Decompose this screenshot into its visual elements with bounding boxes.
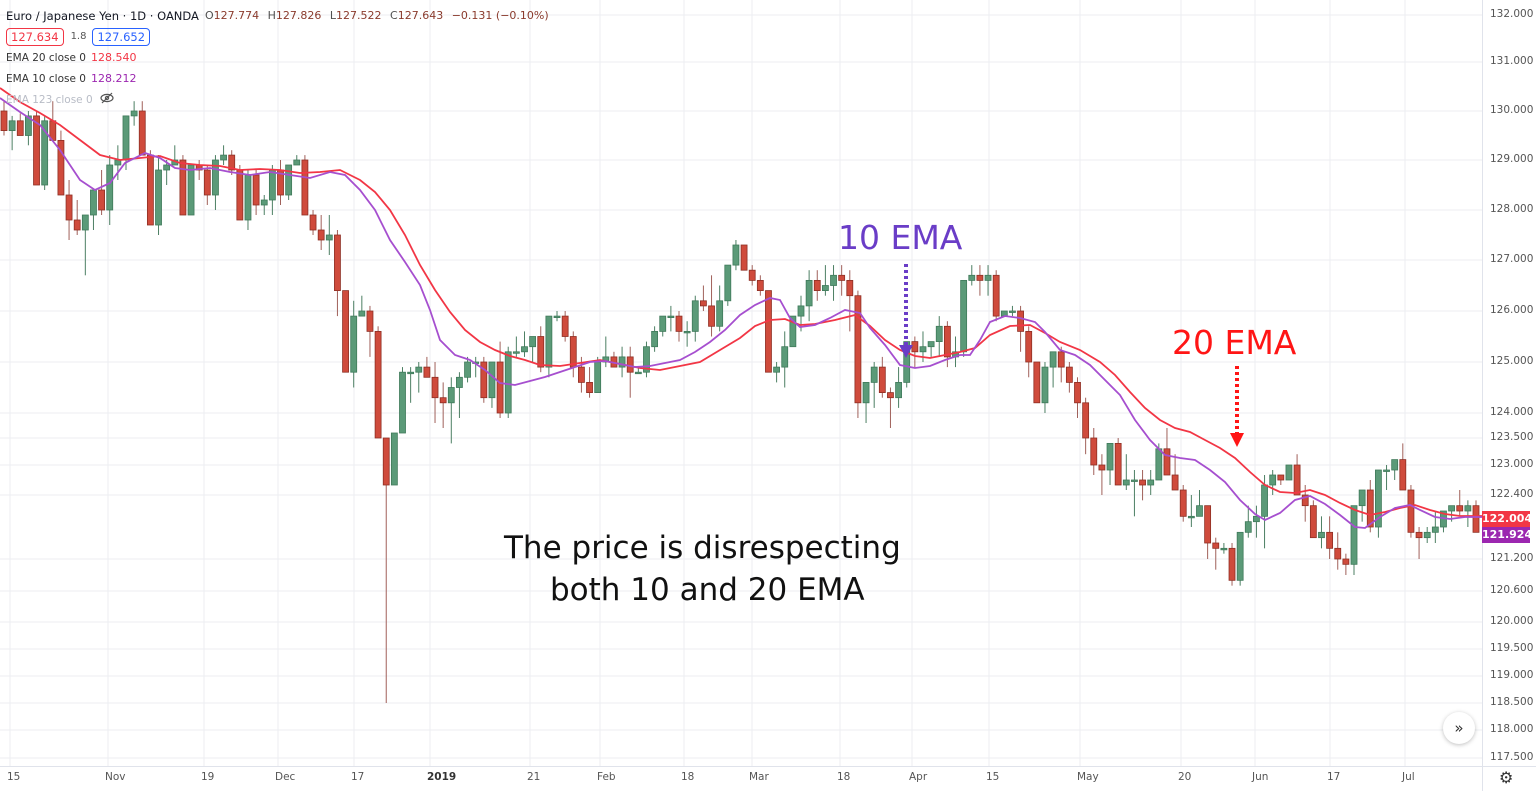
time-tick-label: May: [1077, 771, 1099, 783]
annotation-note-line2: both 10 and 20 EMA: [550, 572, 865, 608]
ema20-value: 128.540: [90, 51, 137, 64]
price-tick-label: 123.000: [1490, 458, 1534, 470]
ema10-price-tag: 121.924: [1482, 527, 1533, 543]
price-tick-label: 118.000: [1490, 723, 1534, 735]
price-tick-label: 128.000: [1490, 203, 1534, 215]
time-tick-label: 15: [986, 771, 1000, 783]
time-tick-label: Mar: [749, 771, 769, 783]
annotation-20-ema: 20 EMA: [1172, 323, 1297, 362]
buy-button[interactable]: 127.652: [92, 27, 151, 46]
price-tick-label: 127.000: [1490, 253, 1534, 265]
time-tick-label: 19: [201, 771, 215, 783]
spread-value: 1.8: [70, 31, 87, 42]
time-tick-label: Apr: [909, 771, 928, 783]
time-tick-label: 15: [7, 771, 21, 783]
time-tick-label: Jul: [1402, 771, 1415, 783]
annotation-note-line1: The price is disrespecting: [504, 530, 901, 566]
time-tick-label: 2019: [427, 771, 457, 783]
price-tick-label: 124.000: [1490, 406, 1534, 418]
time-tick-label: 18: [837, 771, 851, 783]
double-chevron-right-icon: »: [1454, 719, 1464, 737]
chart-legend: Euro / Japanese Yen · 1D · OANDA O127.77…: [6, 5, 549, 110]
time-tick-label: 17: [351, 771, 365, 783]
annotation-10-ema: 10 EMA: [838, 218, 963, 257]
price-tick-label: 119.500: [1490, 642, 1534, 654]
price-tick-label: 125.000: [1490, 355, 1534, 367]
price-tick-label: 120.600: [1490, 584, 1534, 596]
price-tick-label: 118.500: [1490, 696, 1534, 708]
time-tick-label: 21: [527, 771, 541, 783]
settings-gear-icon[interactable]: ⚙: [1499, 768, 1514, 787]
price-tick-label: 126.000: [1490, 304, 1534, 316]
price-tick-label: 131.000: [1490, 55, 1534, 67]
time-tick-label: Feb: [597, 771, 616, 783]
symbol-title[interactable]: Euro / Japanese Yen · 1D · OANDA: [6, 8, 199, 23]
ema20-price-tag: 122.004: [1482, 511, 1533, 527]
time-tick-label: 20: [1178, 771, 1192, 783]
time-tick-label: Nov: [105, 771, 126, 783]
price-tick-label: 119.000: [1490, 669, 1534, 681]
symbol-row: Euro / Japanese Yen · 1D · OANDA O127.77…: [6, 5, 549, 26]
ohlc-values: O127.774 H127.826 L127.522 C127.643 −0.1…: [204, 9, 549, 22]
price-tick-label: 132.000: [1490, 8, 1534, 20]
price-tick-label: 130.000: [1490, 104, 1534, 116]
indicator-ema123[interactable]: EMA 123 close 0: [6, 89, 549, 110]
time-tick-label: 18: [681, 771, 695, 783]
time-tick-label: 17: [1327, 771, 1341, 783]
indicator-ema10[interactable]: EMA 10 close 0 128.212: [6, 72, 137, 85]
eye-hidden-icon[interactable]: [100, 92, 114, 107]
price-tick-label: 121.200: [1490, 552, 1534, 564]
indicator-ema20[interactable]: EMA 20 close 0 128.540: [6, 51, 137, 64]
ema10-value: 128.212: [90, 72, 137, 85]
trade-row: 127.634 1.8 127.652: [6, 26, 549, 47]
price-tick-label: 123.500: [1490, 431, 1534, 443]
price-tick-label: 120.000: [1490, 615, 1534, 627]
price-tick-label: 117.500: [1490, 751, 1534, 763]
price-tick-label: 122.400: [1490, 488, 1534, 500]
scroll-to-realtime-button[interactable]: »: [1443, 712, 1475, 744]
price-tick-label: 129.000: [1490, 153, 1534, 165]
time-tick-label: Jun: [1252, 771, 1269, 783]
time-tick-label: Dec: [275, 771, 296, 783]
sell-button[interactable]: 127.634: [6, 27, 64, 46]
